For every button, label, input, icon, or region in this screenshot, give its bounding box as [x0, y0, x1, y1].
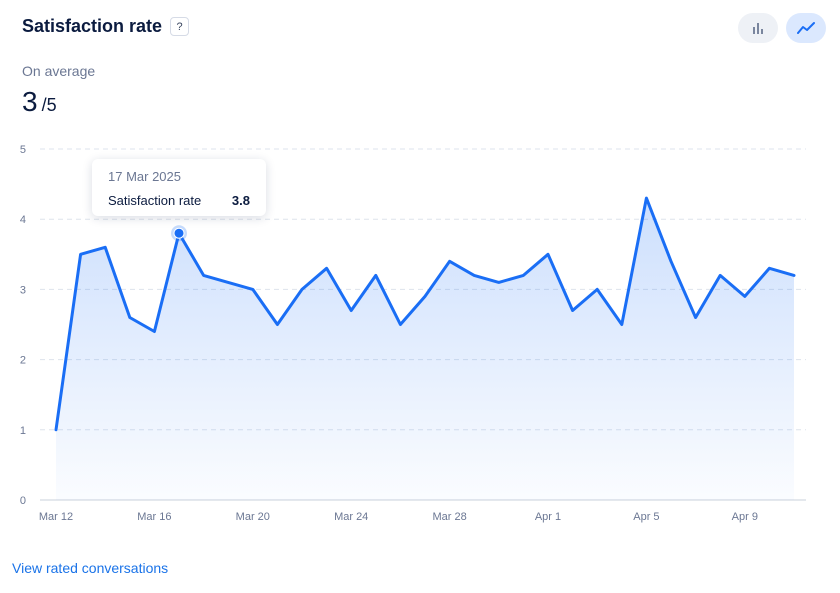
data-point [348, 307, 354, 313]
y-tick-label: 3 [20, 284, 26, 296]
x-tick-label: Mar 20 [236, 511, 270, 523]
data-point [668, 258, 674, 264]
data-point [545, 251, 551, 257]
data-point [78, 251, 84, 257]
data-point [520, 272, 526, 278]
data-point [594, 286, 600, 292]
data-point [471, 272, 477, 278]
data-point [397, 322, 403, 328]
data-point [496, 279, 502, 285]
data-point [422, 293, 428, 299]
series-area [56, 198, 794, 500]
line-view-toggle[interactable] [786, 13, 826, 43]
average-number: 3 [22, 86, 38, 117]
data-point [791, 272, 797, 278]
data-point [201, 272, 207, 278]
y-tick-label: 4 [20, 214, 26, 226]
view-rated-conversations-link[interactable]: View rated conversations [12, 560, 169, 576]
data-point [324, 265, 330, 271]
tooltip-value: 3.8 [231, 193, 250, 208]
y-tick-label: 2 [20, 355, 26, 367]
x-tick-label: Mar 16 [137, 511, 171, 523]
data-point [717, 272, 723, 278]
line-chart-icon [797, 22, 815, 34]
average-caption: On average [22, 63, 96, 79]
average-denominator: /5 [41, 95, 57, 115]
data-point [447, 258, 453, 264]
satisfaction-chart: 0 1 2 3 4 5 Mar 12 Mar 16 Mar 20 Mar 24 Mar 28 Apr … [20, 144, 806, 523]
data-point [274, 322, 280, 328]
y-tick-label: 0 [20, 495, 26, 507]
data-point [373, 272, 379, 278]
x-tick-label: Mar 12 [39, 511, 73, 523]
bar-view-toggle[interactable] [738, 13, 778, 43]
help-icon[interactable]: ? [170, 17, 190, 36]
y-tick-label: 5 [20, 144, 26, 156]
highlighted-point [173, 227, 185, 239]
data-point [643, 195, 649, 201]
data-point [151, 329, 157, 335]
data-point [102, 244, 108, 250]
tooltip-date: 17 Mar 2025 [108, 169, 181, 184]
average-value: 3 /5 [22, 86, 57, 118]
chart-title: Satisfaction rate [22, 16, 163, 36]
data-point [53, 427, 59, 433]
x-tick-label: Apr 1 [535, 511, 561, 523]
chart-tooltip: 17 Mar 2025 Satisfaction rate 3.8 [92, 159, 266, 216]
data-point [570, 307, 576, 313]
x-tick-label: Apr 5 [633, 511, 659, 523]
tooltip-label: Satisfaction rate [108, 193, 202, 208]
data-point [250, 286, 256, 292]
data-point [619, 322, 625, 328]
data-point [127, 314, 133, 320]
data-point [742, 293, 748, 299]
chart-header: Satisfaction rate ? [22, 16, 190, 37]
x-tick-label: Mar 28 [432, 511, 466, 523]
data-point [693, 314, 699, 320]
x-tick-label: Mar 24 [334, 511, 368, 523]
bar-chart-icon [753, 23, 763, 34]
data-point [766, 265, 772, 271]
data-point [299, 286, 305, 292]
x-tick-label: Apr 9 [732, 511, 758, 523]
data-point [225, 279, 231, 285]
y-tick-label: 1 [20, 425, 26, 437]
